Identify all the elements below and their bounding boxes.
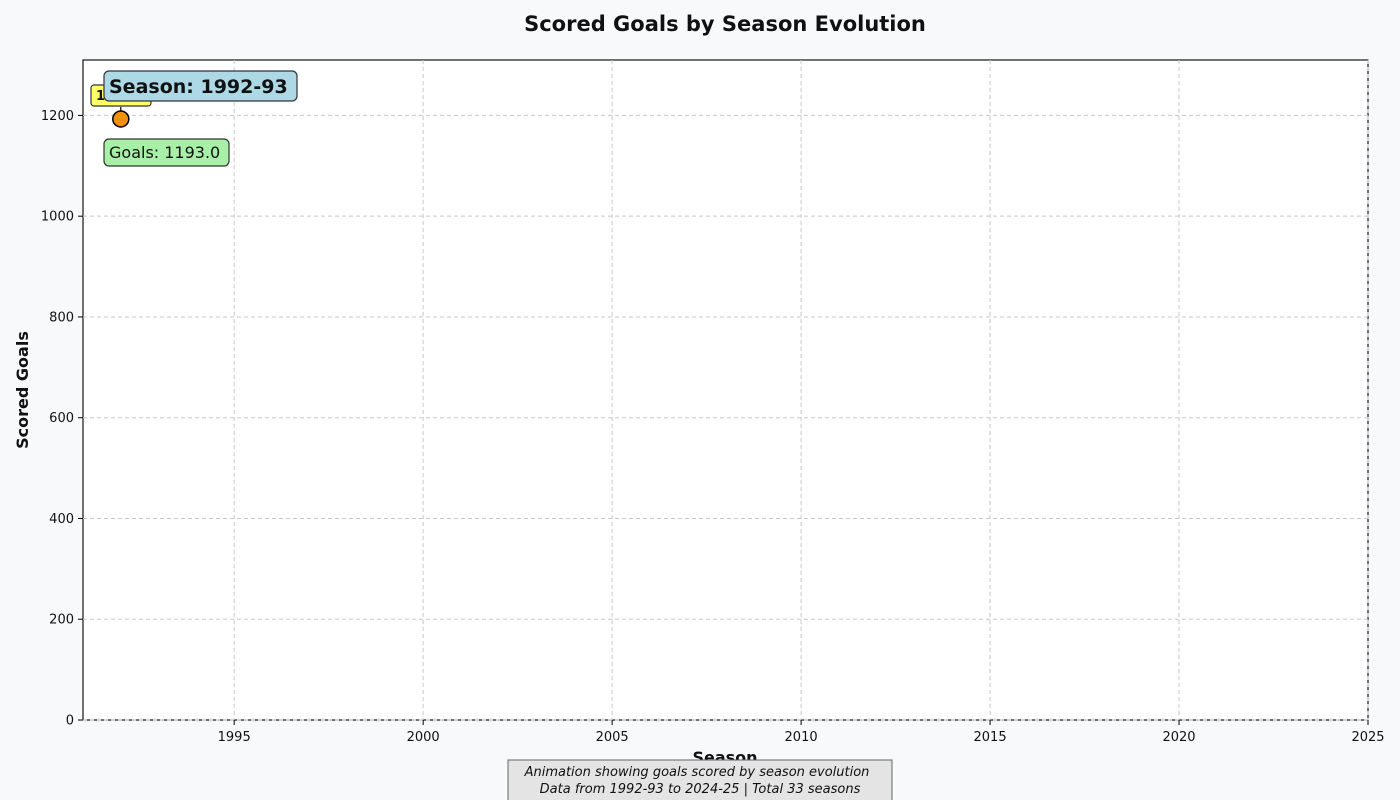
y-tick-label: 200 <box>49 613 74 628</box>
plot-area <box>82 59 1369 721</box>
y-tick-label: 400 <box>49 512 74 527</box>
data-points <box>112 106 130 128</box>
y-axis-label: Scored Goals <box>13 331 32 449</box>
x-tick-label: 2000 <box>407 730 440 745</box>
x-tick-label: 2025 <box>1351 730 1384 745</box>
caption-line-1: Animation showing goals scored by season… <box>524 765 870 780</box>
y-tick-label: 1200 <box>41 109 74 124</box>
chart-title: Scored Goals by Season Evolution <box>524 12 926 36</box>
season-text: Season: 1992-93 <box>109 76 288 98</box>
y-tick-label: 600 <box>49 411 74 426</box>
caption-box <box>507 759 893 800</box>
goals-box <box>103 138 230 167</box>
y-tick-label: 800 <box>49 310 74 325</box>
x-tick-label: 2020 <box>1162 730 1195 745</box>
x-tick-label: 1995 <box>218 730 251 745</box>
goals-text: Goals: 1193.0 <box>109 143 220 162</box>
y-tick-label: 1000 <box>41 210 74 225</box>
y-tick-label: 0 <box>66 714 74 729</box>
caption-line-2: Data from 1992-93 to 2024-25 | Total 33 … <box>540 782 861 797</box>
x-tick-label: 2010 <box>785 730 818 745</box>
grid <box>83 60 1369 721</box>
season-box <box>103 70 298 102</box>
data-point <box>112 110 130 128</box>
axis-ticks: 1995 2000 2005 2010 2015 2020 2025 0 200 400 600 80… <box>41 109 1385 745</box>
x-tick-label: 2015 <box>974 730 1007 745</box>
x-tick-label: 2005 <box>596 730 629 745</box>
